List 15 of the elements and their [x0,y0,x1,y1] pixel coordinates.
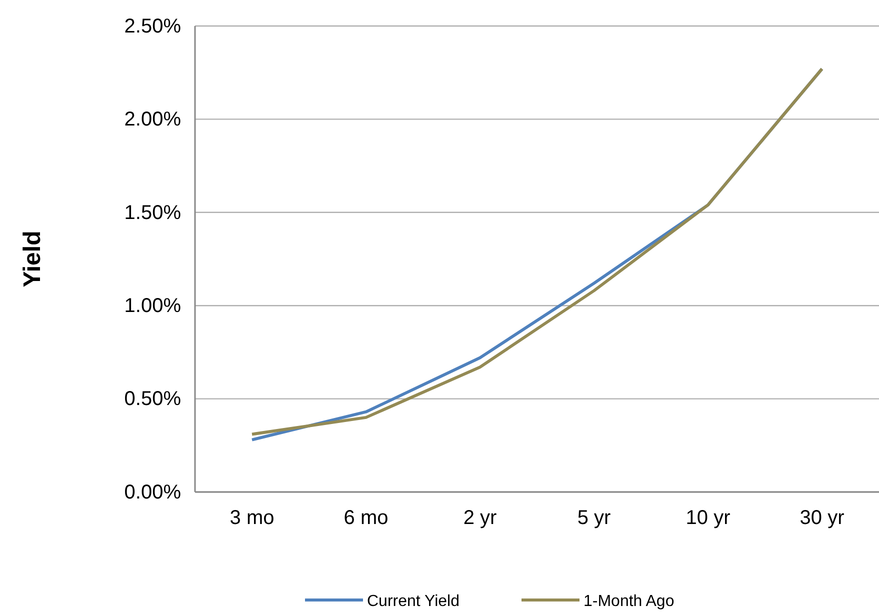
y-tick-label: 2.50% [124,15,182,38]
legend-label: Current Yield [367,593,460,610]
y-tick-label: 2.00% [124,108,182,131]
y-tick-label: 0.50% [124,388,182,410]
y-tick-label: 1.00% [124,295,182,317]
y-tick-label: 0.00% [124,481,182,504]
x-tick-label: 30 yr [800,507,845,530]
x-tick-label: 6 mo [344,507,388,530]
y-axis-title: Yield [19,230,46,288]
y-tick-label: 1.50% [124,202,182,224]
legend-label: 1-Month Ago [584,593,674,610]
x-tick-label: 2 yr [463,507,498,530]
x-tick-label: 5 yr [577,507,612,530]
x-tick-label: 3 mo [230,507,274,530]
x-tick-label: 10 yr [686,507,731,530]
